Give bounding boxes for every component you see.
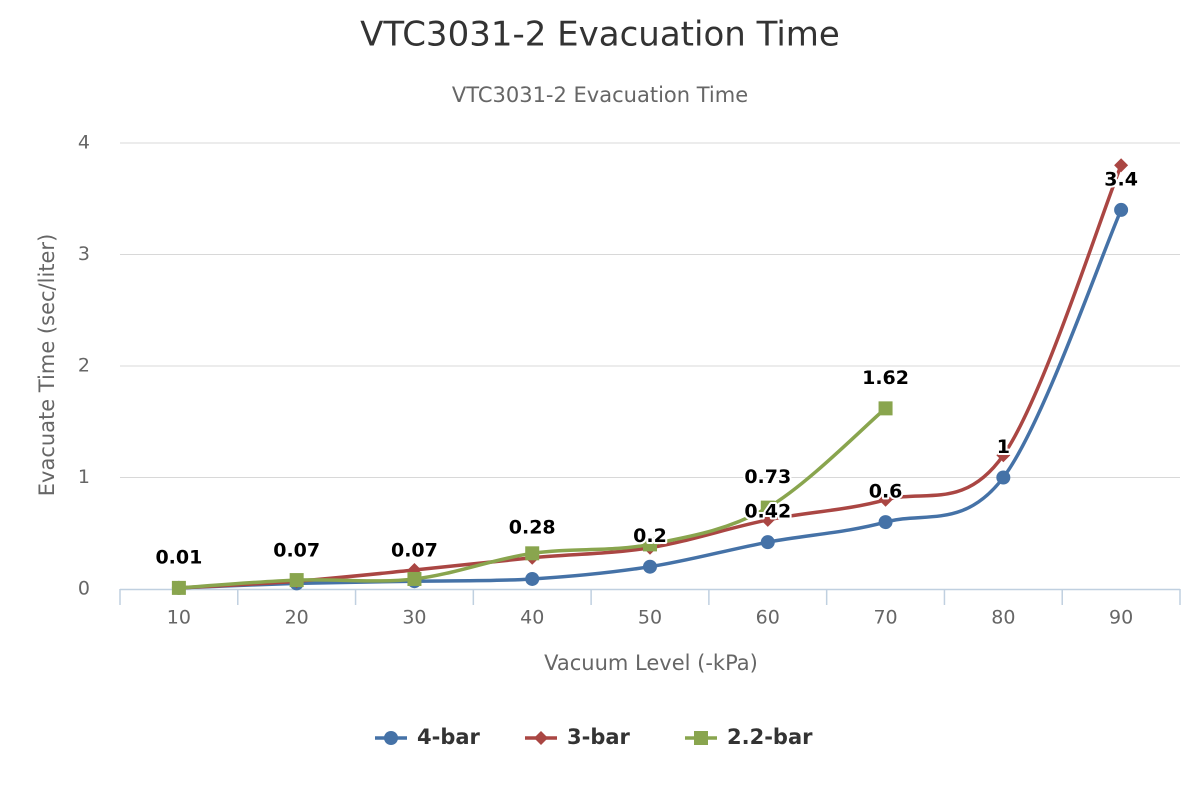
marker	[996, 470, 1011, 485]
legend-item[interactable]: 3-bar	[525, 725, 631, 749]
x-axis-title: Vacuum Level (-kPa)	[544, 651, 758, 675]
legend-item[interactable]: 4-bar	[375, 725, 481, 749]
data-label: 3.4	[1104, 168, 1138, 190]
marker	[878, 492, 893, 507]
data-label: 1.62	[862, 367, 909, 389]
chart-title: VTC3031-2 Evacuation Time	[360, 15, 840, 55]
legend-label: 4-bar	[417, 725, 481, 749]
marker	[1114, 158, 1129, 173]
x-tick-label: 20	[285, 607, 309, 629]
data-label: 0.07	[391, 540, 438, 562]
marker	[289, 573, 304, 588]
y-tick-label: 2	[78, 355, 90, 377]
legend-item[interactable]: 2.2-bar	[685, 725, 813, 749]
marker	[534, 731, 548, 745]
marker	[384, 731, 398, 745]
x-tick-label: 70	[873, 607, 897, 629]
x-tick-label: 10	[167, 607, 191, 629]
y-tick-label: 1	[78, 466, 90, 488]
y-tick-label: 0	[78, 578, 90, 600]
chart-subtitle: VTC3031-2 Evacuation Time	[452, 83, 748, 107]
marker	[643, 537, 657, 552]
marker	[878, 401, 893, 416]
y-tick-label: 3	[78, 243, 90, 265]
x-tick-label: 50	[638, 607, 662, 629]
x-tick-label: 90	[1109, 607, 1133, 629]
y-tick-label: 4	[78, 132, 90, 154]
legend-label: 2.2-bar	[727, 725, 813, 749]
x-tick-label: 40	[520, 607, 544, 629]
data-label: 1	[997, 436, 1010, 458]
marker	[760, 512, 775, 527]
marker	[525, 571, 540, 586]
legend-label: 3-bar	[567, 725, 631, 749]
x-tick-label: 30	[402, 607, 426, 629]
data-label: 0.6	[869, 481, 903, 503]
data-label: 0.01	[155, 546, 202, 568]
marker	[760, 535, 775, 550]
marker	[407, 571, 422, 586]
x-tick-label: 80	[991, 607, 1015, 629]
marker	[996, 448, 1011, 463]
marker	[878, 515, 893, 530]
data-label: 0.73	[744, 466, 791, 488]
marker	[643, 559, 657, 574]
data-label: 0.42	[744, 501, 791, 523]
data-label: 0.28	[509, 516, 556, 538]
data-label: 0.07	[273, 540, 320, 562]
y-axis-title: Evacuate Time (sec/liter)	[35, 234, 59, 497]
marker	[171, 580, 186, 595]
marker	[760, 500, 775, 515]
data-label: 0.2	[633, 525, 667, 547]
marker	[694, 731, 708, 745]
x-tick-label: 60	[756, 607, 780, 629]
marker	[525, 546, 540, 561]
marker	[1114, 202, 1129, 217]
